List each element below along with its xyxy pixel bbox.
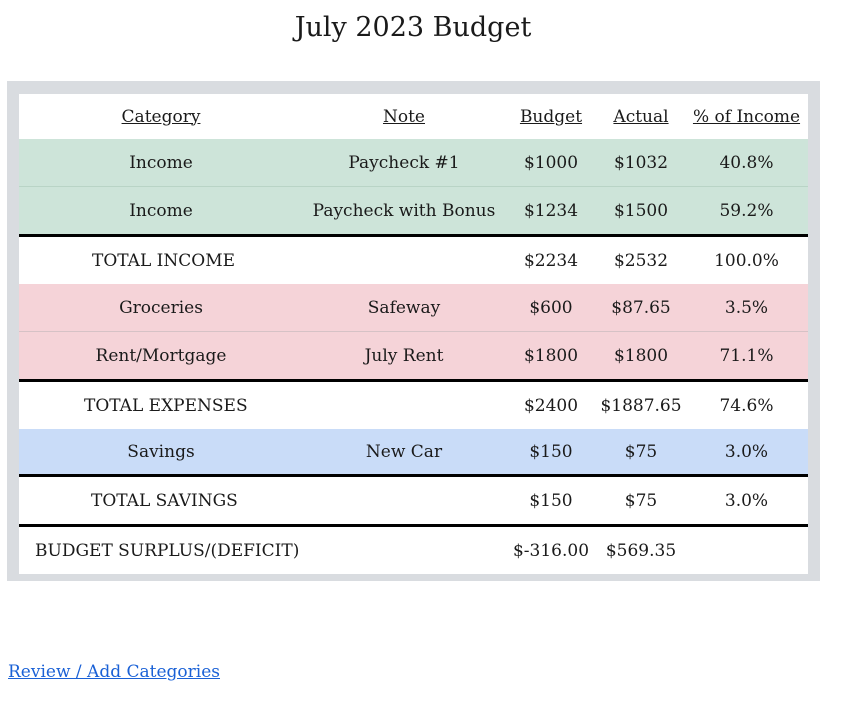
total-income-percent: 100.0%: [685, 234, 808, 284]
surplus-label: BUDGET SURPLUS/(DEFICIT): [19, 524, 303, 574]
cell-note: Safeway: [303, 284, 505, 332]
review-add-categories-link[interactable]: Review / Add Categories: [8, 662, 220, 682]
expense-row: Rent/Mortgage July Rent $1800 $1800 71.1…: [19, 331, 808, 381]
header-note: Note: [382, 106, 425, 127]
cell-category: Groceries: [19, 284, 303, 332]
total-savings-label: TOTAL SAVINGS: [19, 474, 303, 526]
table-header-row: Category Note Budget Actual % of Income: [19, 94, 808, 139]
total-expenses-row: TOTAL EXPENSES $2400 $1887.65 74.6%: [19, 379, 808, 429]
header-actual: Actual: [613, 106, 669, 127]
cell-actual: $1500: [597, 186, 685, 236]
surplus-row: BUDGET SURPLUS/(DEFICIT) $-316.00 $569.3…: [19, 524, 808, 574]
total-income-actual: $2532: [597, 234, 685, 284]
total-expenses-budget: $2400: [505, 379, 597, 429]
total-income-label: TOTAL INCOME: [19, 234, 303, 284]
savings-row: Savings New Car $150 $75 3.0%: [19, 429, 808, 476]
cell-budget: $1800: [505, 331, 597, 381]
cell-budget: $600: [505, 284, 597, 332]
cell-actual: $1032: [597, 139, 685, 187]
budget-table-frame: Category Note Budget Actual % of Income …: [7, 81, 820, 581]
cell-note: July Rent: [303, 331, 505, 381]
total-expenses-percent: 74.6%: [685, 379, 808, 429]
total-savings-percent: 3.0%: [685, 474, 808, 526]
cell-note: New Car: [303, 429, 505, 476]
cell-note-empty: [303, 379, 505, 429]
cell-category: Savings: [19, 429, 303, 476]
cell-category: Income: [19, 139, 303, 187]
cell-percent-empty: [685, 524, 808, 574]
total-savings-actual: $75: [597, 474, 685, 526]
cell-actual: $87.65: [597, 284, 685, 332]
cell-actual: $1800: [597, 331, 685, 381]
cell-percent: 3.0%: [685, 429, 808, 476]
header-budget: Budget: [519, 106, 583, 127]
cell-budget: $1234: [505, 186, 597, 236]
cell-budget: $150: [505, 429, 597, 476]
expense-row: Groceries Safeway $600 $87.65 3.5%: [19, 284, 808, 332]
cell-percent: 3.5%: [685, 284, 808, 332]
cell-percent: 40.8%: [685, 139, 808, 187]
total-income-budget: $2234: [505, 234, 597, 284]
cell-note: Paycheck #1: [303, 139, 505, 187]
cell-category: Rent/Mortgage: [19, 331, 303, 381]
total-savings-budget: $150: [505, 474, 597, 526]
total-expenses-actual: $1887.65: [597, 379, 685, 429]
cell-percent: 71.1%: [685, 331, 808, 381]
cell-note-empty: [303, 524, 505, 574]
budget-table-container: Category Note Budget Actual % of Income …: [19, 94, 808, 574]
cell-percent: 59.2%: [685, 186, 808, 236]
income-row: Income Paycheck with Bonus $1234 $1500 5…: [19, 186, 808, 236]
header-category: Category: [121, 106, 201, 127]
surplus-budget: $-316.00: [505, 524, 597, 574]
budget-table: Category Note Budget Actual % of Income …: [19, 94, 808, 574]
page-title: July 2023 Budget: [294, 12, 532, 43]
income-row: Income Paycheck #1 $1000 $1032 40.8%: [19, 139, 808, 187]
cell-category: Income: [19, 186, 303, 236]
cell-note-empty: [303, 234, 505, 284]
surplus-actual: $569.35: [597, 524, 685, 574]
cell-note: Paycheck with Bonus: [303, 186, 505, 236]
total-income-row: TOTAL INCOME $2234 $2532 100.0%: [19, 234, 808, 284]
cell-actual: $75: [597, 429, 685, 476]
total-savings-row: TOTAL SAVINGS $150 $75 3.0%: [19, 474, 808, 526]
header-percent-of-income: % of Income: [692, 106, 801, 127]
total-expenses-label: TOTAL EXPENSES: [19, 379, 303, 429]
cell-budget: $1000: [505, 139, 597, 187]
cell-note-empty: [303, 474, 505, 526]
